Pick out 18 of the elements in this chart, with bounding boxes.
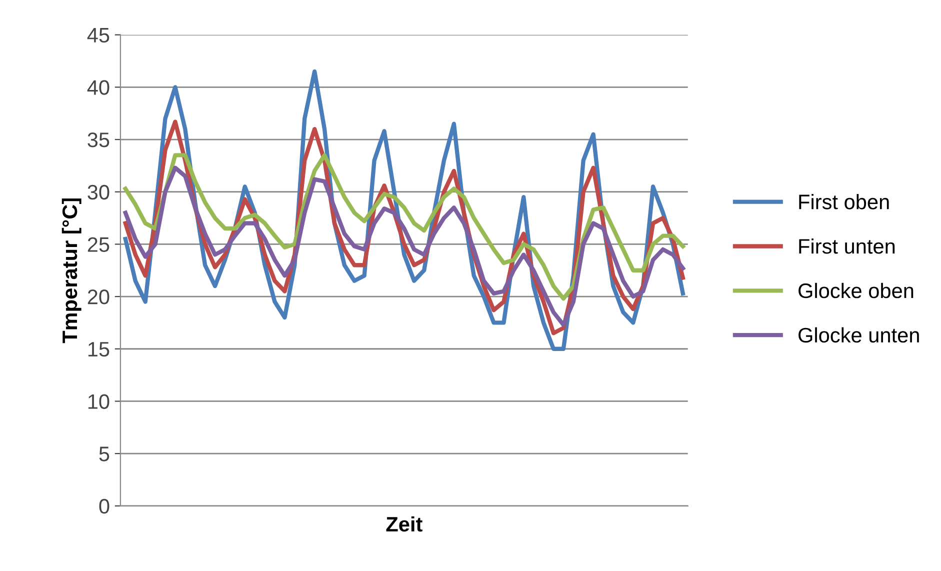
legend-label: First oben xyxy=(799,194,889,210)
x-axis-title: Zeit xyxy=(386,516,422,532)
line-series xyxy=(123,166,685,327)
y-tick-label: 10 xyxy=(88,394,110,409)
y-tick-label: 5 xyxy=(99,446,110,462)
y-tick-label: 35 xyxy=(88,132,110,148)
line-series xyxy=(123,153,685,301)
y-axis-title: Tmperatur [°C] xyxy=(62,198,82,344)
y-tick-label: 0 xyxy=(99,498,110,514)
y-tick-label: 30 xyxy=(88,184,110,200)
y-tick-label: 45 xyxy=(87,28,110,43)
y-tick-label: 15 xyxy=(88,342,110,357)
y-tick-label: 25 xyxy=(88,237,110,252)
legend-label: Glocke oben xyxy=(798,282,914,298)
legend-label: First unten xyxy=(799,238,895,254)
y-tick-label: 20 xyxy=(88,290,110,304)
y-tick-label: 40 xyxy=(87,80,110,95)
legend-label: Glocke unten xyxy=(798,327,919,343)
